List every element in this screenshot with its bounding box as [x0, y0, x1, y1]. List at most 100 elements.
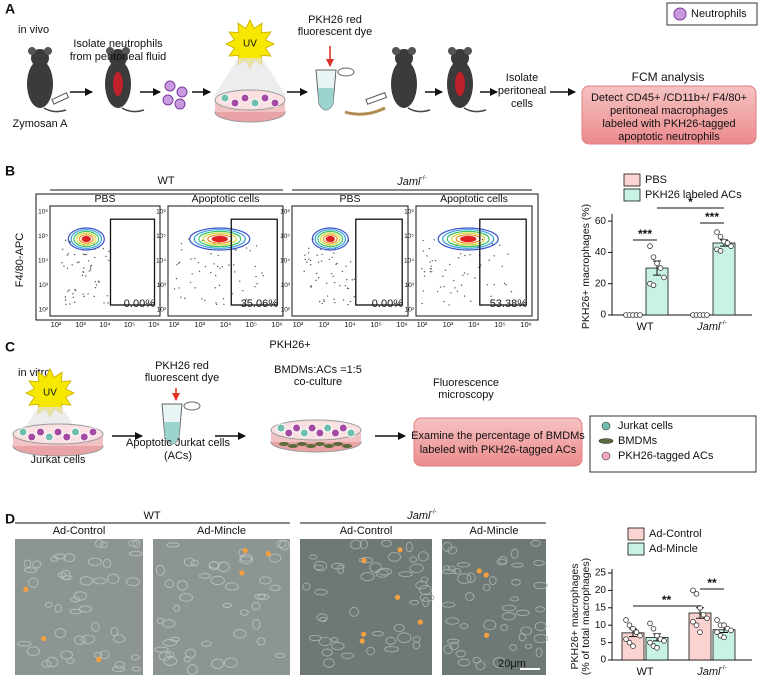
- y-tick-label: 10⁶: [404, 209, 414, 216]
- y-tick-label: 10⁶: [280, 209, 290, 216]
- event-dot: [334, 281, 336, 284]
- y-tick-label: 40: [595, 247, 607, 258]
- cell: [91, 622, 100, 632]
- bmdm: [288, 444, 298, 448]
- labeled-cell: [359, 638, 365, 644]
- x-tick-label: 10²: [51, 320, 62, 329]
- event-dot: [346, 287, 349, 289]
- event-dot: [332, 275, 334, 278]
- genotype-name: Jaml: [696, 666, 721, 678]
- label: labeled with PKH26-tagged: [602, 118, 735, 130]
- event-dot: [462, 274, 464, 276]
- cell: [23, 559, 32, 568]
- cell: [459, 623, 469, 629]
- event-dot: [474, 277, 476, 279]
- data-point: [693, 622, 700, 628]
- data-point: [650, 625, 657, 632]
- event-dot: [450, 292, 452, 294]
- cell: [359, 556, 374, 564]
- cell: [250, 98, 260, 108]
- image-label: Ad-Mincle: [470, 525, 519, 537]
- event-dot: [105, 255, 107, 258]
- cell: [314, 588, 328, 596]
- event-dot: [345, 278, 348, 281]
- label: PKH26 red: [155, 360, 209, 372]
- cell: [409, 556, 418, 563]
- event-dot: [443, 300, 445, 303]
- cell: [224, 582, 239, 591]
- data-point: [693, 591, 700, 597]
- cell: [483, 619, 497, 631]
- cell: [511, 562, 524, 568]
- cell: [252, 618, 261, 630]
- tube-cap: [337, 67, 355, 77]
- event-dot: [223, 303, 225, 306]
- mouse-ear: [106, 47, 114, 55]
- legend-swatch: [627, 542, 645, 556]
- legend-box: [666, 2, 758, 26]
- event-dot: [180, 242, 183, 245]
- cell: [87, 557, 103, 566]
- event-dot: [106, 295, 109, 297]
- legend-label: PKH26 labeled ACs: [645, 189, 742, 201]
- y-tick-label: 25: [595, 568, 607, 579]
- cell: [323, 658, 335, 668]
- genotype-superscript: -/-: [721, 664, 727, 671]
- event-dot: [315, 279, 317, 282]
- event-dot: [254, 265, 256, 268]
- cell: [359, 539, 368, 550]
- mouse-ear: [28, 47, 36, 55]
- event-dot: [66, 254, 68, 256]
- panel-letter: A: [5, 1, 15, 17]
- event-dot: [342, 299, 345, 301]
- event-dot: [61, 262, 63, 264]
- x-tick-label: 10⁶: [148, 320, 159, 329]
- event-dot: [467, 273, 469, 275]
- event-dot: [67, 253, 69, 255]
- cell: [66, 657, 75, 664]
- mouse-tail: [121, 107, 145, 113]
- data-point: [661, 638, 667, 644]
- cell: [165, 651, 175, 659]
- cell: [331, 641, 345, 651]
- x-tick-label: 10⁴: [99, 320, 111, 329]
- flow-plot: [49, 205, 161, 317]
- x-tick-label: 10³: [443, 320, 454, 329]
- event-dot: [448, 304, 450, 306]
- cell: [79, 432, 89, 442]
- y-tick-label: 10⁵: [38, 233, 48, 240]
- label: 20μm: [498, 658, 526, 670]
- cell: [308, 634, 322, 642]
- event-dot: [341, 270, 344, 273]
- gate-percentage: 0.00%: [124, 298, 155, 310]
- event-dot: [333, 298, 335, 301]
- event-dot: [88, 270, 90, 272]
- cell: [388, 552, 402, 562]
- event-dot: [463, 295, 466, 297]
- gate: [230, 218, 278, 306]
- cell: [28, 577, 39, 588]
- cell: [475, 661, 486, 671]
- x-tick-label: 10⁴: [468, 320, 480, 329]
- contour: [446, 230, 490, 248]
- y-tick-label: 10: [595, 620, 607, 631]
- cell: [36, 427, 45, 437]
- labeled-cell: [265, 551, 271, 557]
- event-dot: [328, 258, 331, 261]
- event-dot: [66, 267, 69, 270]
- contour: [442, 229, 495, 249]
- y-tick-label: 10⁴: [156, 258, 166, 265]
- tube-liquid: [164, 422, 180, 444]
- event-dot: [490, 295, 492, 298]
- cell: [210, 575, 225, 586]
- data-point: [714, 229, 720, 235]
- event-dot: [89, 269, 92, 271]
- cell: [222, 602, 232, 609]
- event-dot: [316, 272, 318, 275]
- label: Fluorescence: [433, 377, 499, 389]
- data-point: [637, 632, 643, 639]
- event-dot: [201, 298, 203, 300]
- x-tick-label: 10³: [194, 320, 205, 329]
- cell: [535, 606, 546, 613]
- cell: [496, 558, 508, 566]
